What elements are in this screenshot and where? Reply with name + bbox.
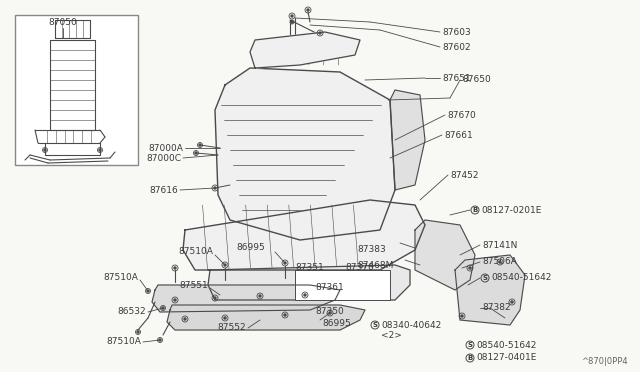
Polygon shape — [183, 200, 425, 270]
Circle shape — [174, 299, 176, 301]
Circle shape — [214, 297, 216, 299]
Text: 87661: 87661 — [444, 131, 473, 140]
Circle shape — [195, 152, 197, 154]
Bar — [15, 15, 138, 165]
Text: 87351: 87351 — [295, 263, 324, 273]
Polygon shape — [390, 90, 425, 190]
Text: <2>: <2> — [381, 330, 402, 340]
Text: 86995: 86995 — [322, 320, 351, 328]
Circle shape — [499, 261, 501, 263]
Text: 08127-0401E: 08127-0401E — [476, 353, 536, 362]
Circle shape — [291, 15, 293, 17]
Polygon shape — [208, 265, 410, 300]
Text: 87370: 87370 — [345, 263, 374, 273]
Text: 08540-51642: 08540-51642 — [491, 273, 552, 282]
Text: 87350: 87350 — [316, 308, 344, 317]
Text: 87510A: 87510A — [106, 337, 141, 346]
Text: 87000C: 87000C — [146, 154, 181, 163]
Circle shape — [319, 32, 321, 34]
Circle shape — [284, 262, 286, 264]
Text: 87551: 87551 — [179, 280, 208, 289]
Circle shape — [259, 295, 261, 297]
Circle shape — [224, 264, 226, 266]
Circle shape — [469, 267, 471, 269]
Circle shape — [162, 307, 164, 309]
Circle shape — [159, 339, 161, 341]
Text: 08340-40642: 08340-40642 — [381, 321, 441, 330]
Text: 08540-51642: 08540-51642 — [476, 340, 536, 350]
Polygon shape — [250, 32, 360, 68]
Text: B: B — [472, 207, 477, 213]
Text: 87616: 87616 — [149, 186, 178, 195]
Text: 87452: 87452 — [450, 170, 479, 180]
Circle shape — [291, 21, 293, 23]
Text: 87000A: 87000A — [148, 144, 183, 153]
Text: S: S — [483, 275, 488, 281]
Text: 87651: 87651 — [442, 74, 471, 83]
Text: 87603: 87603 — [442, 28, 471, 36]
Polygon shape — [167, 305, 365, 330]
Circle shape — [137, 331, 139, 333]
Text: 87141N: 87141N — [482, 241, 517, 250]
Circle shape — [329, 312, 331, 314]
Polygon shape — [415, 220, 475, 290]
Text: 87468M: 87468M — [357, 260, 394, 269]
Circle shape — [304, 294, 306, 296]
Text: S: S — [467, 342, 472, 348]
Circle shape — [199, 144, 201, 146]
Circle shape — [174, 267, 176, 269]
Text: 87382: 87382 — [482, 304, 511, 312]
Text: 87361: 87361 — [316, 283, 344, 292]
Circle shape — [511, 301, 513, 303]
Text: 87510A: 87510A — [103, 273, 138, 282]
Polygon shape — [215, 68, 395, 240]
Bar — [295, 270, 390, 300]
Text: 87602: 87602 — [442, 42, 470, 51]
Polygon shape — [455, 255, 525, 325]
Circle shape — [461, 315, 463, 317]
Text: 87050: 87050 — [49, 17, 77, 26]
Text: 87670: 87670 — [447, 110, 476, 119]
Circle shape — [307, 9, 309, 11]
Circle shape — [284, 314, 286, 316]
Polygon shape — [152, 285, 340, 312]
Text: 87383: 87383 — [357, 246, 386, 254]
Circle shape — [147, 290, 149, 292]
Circle shape — [184, 318, 186, 320]
Text: 87650: 87650 — [462, 74, 491, 83]
Text: B: B — [467, 355, 472, 361]
Text: 86995: 86995 — [236, 244, 265, 253]
Text: 87510A: 87510A — [178, 247, 213, 257]
Circle shape — [224, 317, 226, 319]
Text: S: S — [372, 322, 378, 328]
Text: 86532: 86532 — [117, 308, 146, 317]
Circle shape — [214, 187, 216, 189]
Circle shape — [44, 149, 46, 151]
Text: 87506A: 87506A — [482, 257, 517, 266]
Text: 08127-0201E: 08127-0201E — [481, 205, 541, 215]
Text: 87552: 87552 — [218, 324, 246, 333]
Circle shape — [99, 149, 101, 151]
Text: ^870|0PP4: ^870|0PP4 — [581, 357, 628, 366]
